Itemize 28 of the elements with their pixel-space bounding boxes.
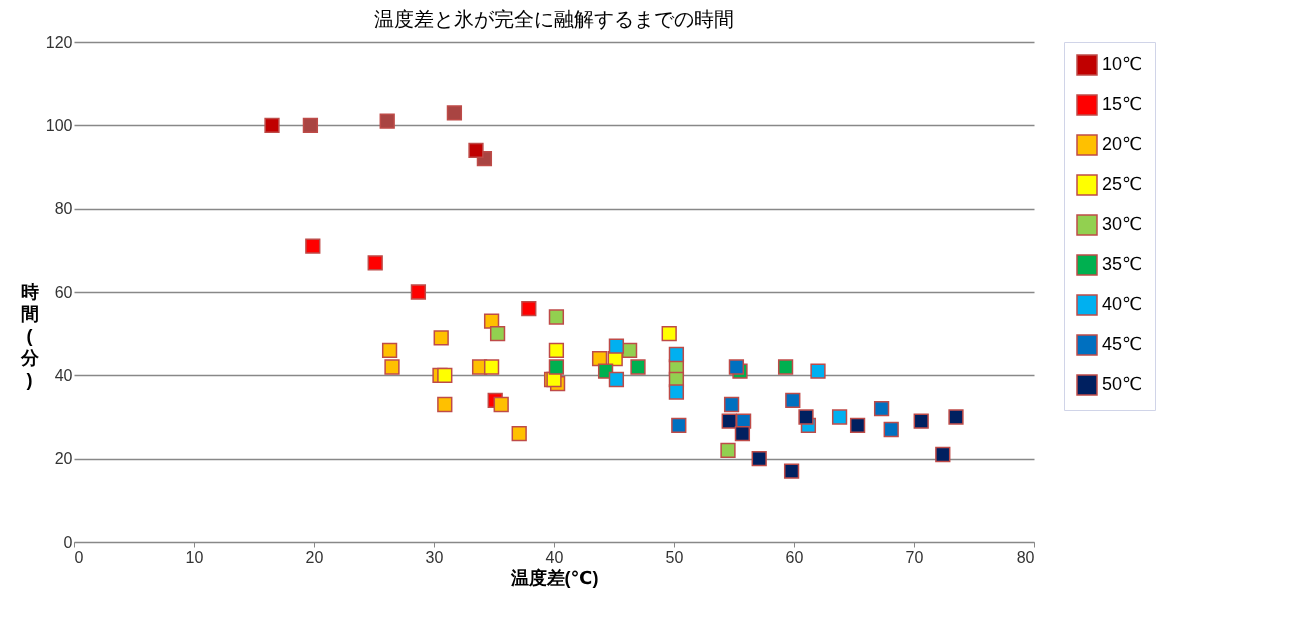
x-tick-label: 50 <box>665 548 684 566</box>
y-tick-label: 100 <box>45 116 73 134</box>
y-tick-label: 120 <box>45 33 73 51</box>
y-tick-label: 60 <box>54 283 73 301</box>
x-tick-label: 20 <box>305 548 324 566</box>
x-tick-label: 30 <box>425 548 444 566</box>
y-tick-label: 40 <box>54 366 73 384</box>
legend-label: 25℃ <box>1102 174 1143 194</box>
legend-label: 20℃ <box>1102 134 1143 154</box>
legend-label: 10℃ <box>1102 54 1143 74</box>
x-axis-title: 温度差(℃) <box>509 567 599 588</box>
legend-label: 45℃ <box>1102 334 1143 354</box>
y-tick-label: 80 <box>54 200 73 218</box>
x-tick-label: 60 <box>785 548 804 566</box>
x-tick-label: 40 <box>545 548 564 566</box>
y-tick-label: 20 <box>54 450 73 468</box>
x-tick-label: 10 <box>185 548 204 566</box>
legend-label: 35℃ <box>1102 254 1143 274</box>
x-tick-label: 70 <box>905 548 924 566</box>
legend-label: 40℃ <box>1102 294 1143 314</box>
legend-label: 15℃ <box>1102 94 1143 114</box>
y-axis-title: 時間(分) <box>19 281 40 390</box>
legend-label: 30℃ <box>1102 214 1143 234</box>
x-tick-label: 0 <box>74 548 84 566</box>
legend-label: 50℃ <box>1102 374 1143 394</box>
chart-title: 温度差と氷が完全に融解するまでの時間 <box>374 8 734 30</box>
y-tick-label: 0 <box>63 533 73 551</box>
x-tick-label: 80 <box>1016 548 1035 566</box>
